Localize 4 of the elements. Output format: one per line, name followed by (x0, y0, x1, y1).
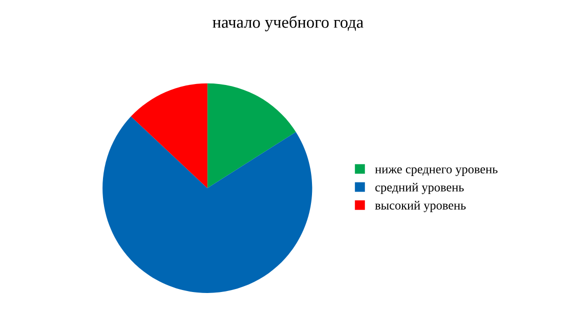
legend-label: ниже среднего уровень (375, 167, 498, 176)
legend-label: средний уровень (375, 182, 464, 194)
legend-label: высокий уровень (375, 200, 466, 212)
chart-title: начало учебного года (212, 16, 364, 32)
